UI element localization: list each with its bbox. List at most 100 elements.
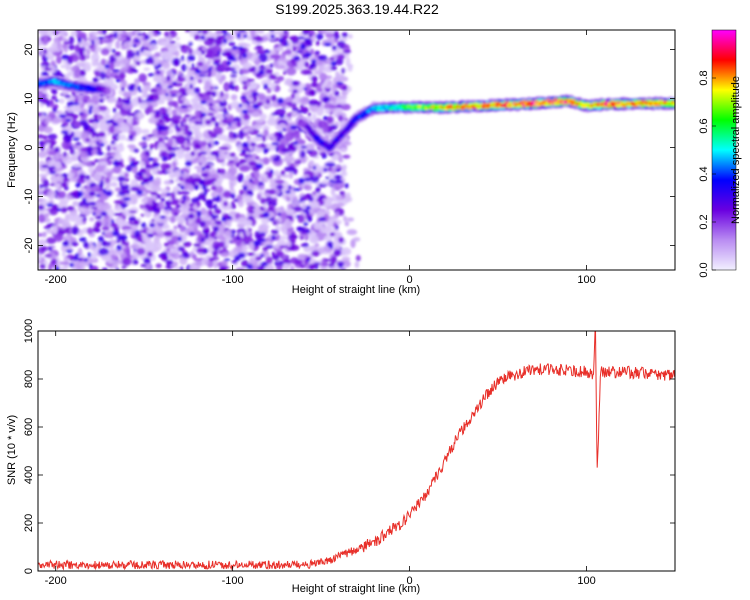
noise-blob-strong bbox=[236, 32, 241, 39]
noise-blob bbox=[130, 186, 140, 192]
noise-blob bbox=[242, 84, 249, 91]
noise-blob bbox=[69, 148, 76, 155]
noise-blob bbox=[82, 64, 92, 72]
noise-blob bbox=[321, 198, 332, 208]
noise-blob-strong bbox=[115, 78, 121, 83]
noise-blob-strong bbox=[255, 163, 263, 169]
noise-blob-strong bbox=[95, 215, 101, 220]
noise-blob bbox=[174, 178, 179, 183]
noise-blob-strong bbox=[213, 140, 220, 145]
noise-blob-strong bbox=[165, 200, 172, 207]
noise-blob-strong bbox=[291, 235, 299, 239]
noise-blob-strong bbox=[289, 36, 297, 41]
noise-blob bbox=[213, 126, 223, 135]
noise-blob bbox=[226, 126, 237, 131]
noise-blob-strong bbox=[198, 74, 206, 77]
noise-blob bbox=[81, 42, 92, 46]
noise-blob-strong bbox=[38, 134, 44, 139]
noise-blob-strong bbox=[286, 215, 294, 219]
noise-blob bbox=[61, 251, 67, 257]
noise-blob bbox=[182, 233, 187, 242]
noise-blob bbox=[78, 201, 84, 207]
noise-blob bbox=[339, 147, 348, 153]
noise-blob-strong bbox=[164, 31, 170, 38]
noise-blob-strong bbox=[69, 262, 75, 268]
noise-blob bbox=[53, 30, 59, 36]
noise-blob-strong bbox=[161, 155, 168, 162]
noise-blob-strong bbox=[72, 102, 80, 106]
noise-blob bbox=[335, 73, 345, 78]
noise-blob-strong bbox=[54, 147, 60, 153]
noise-blob bbox=[222, 171, 233, 179]
noise-blob bbox=[92, 120, 99, 131]
noise-blob-strong bbox=[58, 114, 67, 119]
noise-blob bbox=[145, 229, 151, 234]
noise-blob-strong bbox=[81, 54, 86, 60]
noise-blob-strong bbox=[214, 236, 218, 240]
noise-blob bbox=[140, 160, 145, 168]
noise-blob-strong bbox=[223, 201, 228, 207]
noise-blob-strong bbox=[208, 209, 213, 216]
noise-blob-strong bbox=[175, 126, 182, 133]
noise-blob-strong bbox=[40, 246, 46, 252]
noise-blob bbox=[344, 221, 350, 227]
noise-blob-strong bbox=[139, 229, 148, 233]
noise-blob-strong bbox=[99, 142, 105, 147]
noise-blob bbox=[57, 191, 66, 199]
noise-blob bbox=[321, 179, 329, 185]
noise-blob-strong bbox=[232, 132, 238, 139]
noise-blob bbox=[152, 186, 162, 192]
noise-blob-strong bbox=[307, 91, 315, 95]
noise-blob-strong bbox=[207, 54, 213, 59]
noise-blob bbox=[287, 203, 292, 211]
noise-blob-strong bbox=[149, 175, 154, 182]
noise-blob-strong bbox=[298, 177, 305, 184]
noise-blob-strong bbox=[78, 214, 87, 218]
noise-blob bbox=[47, 133, 58, 140]
noise-blob-strong bbox=[250, 142, 257, 147]
noise-blob-strong bbox=[97, 36, 106, 40]
signal-track bbox=[38, 75, 675, 154]
noise-blob-strong bbox=[193, 34, 201, 41]
noise-blob-strong bbox=[76, 257, 83, 261]
noise-blob bbox=[237, 42, 248, 47]
noise-blob-strong bbox=[163, 116, 171, 123]
noise-blob-strong bbox=[233, 198, 239, 202]
noise-blob-strong bbox=[152, 202, 159, 207]
noise-blob bbox=[136, 247, 146, 256]
noise-blob-strong bbox=[128, 84, 135, 92]
noise-blob-strong bbox=[273, 220, 277, 226]
noise-blob-strong bbox=[308, 196, 314, 202]
noise-blob bbox=[168, 46, 177, 54]
noise-blob bbox=[82, 161, 92, 166]
noise-blob bbox=[326, 221, 334, 228]
noise-blob bbox=[51, 95, 57, 100]
noise-blob-strong bbox=[341, 32, 348, 38]
noise-blob-strong bbox=[323, 42, 332, 47]
noise-blob-strong bbox=[295, 50, 304, 54]
noise-blob bbox=[89, 31, 99, 36]
noise-blob bbox=[119, 72, 126, 79]
noise-blob bbox=[181, 63, 187, 72]
noise-blob-strong bbox=[180, 104, 188, 109]
noise-blob-strong bbox=[160, 197, 165, 203]
noise-blob-strong bbox=[323, 167, 328, 172]
noise-blob bbox=[311, 250, 320, 257]
noise-blob-strong bbox=[79, 237, 87, 242]
noise-blob-strong bbox=[208, 66, 212, 71]
noise-blob bbox=[246, 135, 251, 141]
noise-blob bbox=[130, 243, 139, 250]
noise-blob bbox=[249, 30, 256, 37]
noise-blob-strong bbox=[70, 191, 78, 197]
noise-blob bbox=[216, 234, 225, 241]
noise-blob bbox=[243, 198, 255, 203]
noise-blob-strong bbox=[39, 140, 44, 146]
noise-blob bbox=[121, 225, 132, 231]
noise-blob bbox=[236, 175, 242, 183]
noise-blob bbox=[284, 155, 295, 163]
noise-blob bbox=[64, 73, 72, 78]
noise-blob bbox=[197, 79, 203, 84]
noise-blob-strong bbox=[51, 208, 55, 211]
noise-blob-strong bbox=[344, 183, 349, 189]
noise-blob-strong bbox=[165, 93, 169, 97]
